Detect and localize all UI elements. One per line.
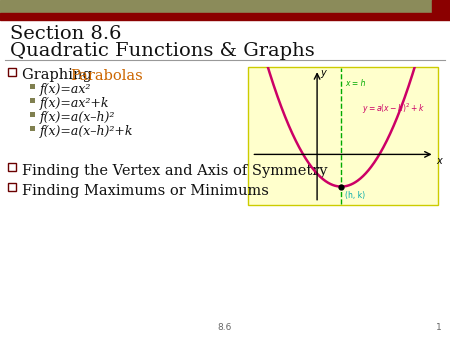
Bar bbox=[8, 163, 16, 171]
Bar bbox=[0, 13, 450, 20]
Text: Section 8.6: Section 8.6 bbox=[10, 25, 122, 43]
Text: 1: 1 bbox=[436, 323, 442, 332]
Bar bbox=[30, 112, 35, 117]
Text: Parabolas: Parabolas bbox=[70, 69, 143, 82]
Text: (h, k): (h, k) bbox=[345, 191, 365, 200]
Bar bbox=[0, 0, 450, 13]
Text: f(x)=ax²: f(x)=ax² bbox=[40, 83, 91, 96]
Bar bbox=[8, 68, 16, 76]
Text: 8.6: 8.6 bbox=[218, 323, 232, 332]
Bar bbox=[30, 125, 35, 130]
Text: y: y bbox=[320, 68, 326, 78]
Bar bbox=[8, 183, 16, 191]
Text: Quadratic Functions & Graphs: Quadratic Functions & Graphs bbox=[10, 42, 315, 60]
Text: x: x bbox=[436, 155, 442, 166]
Bar bbox=[248, 67, 438, 205]
Bar bbox=[30, 97, 35, 102]
Text: $y=a(x-h)^2+k$: $y=a(x-h)^2+k$ bbox=[362, 101, 425, 116]
Text: f(x)=ax²+k: f(x)=ax²+k bbox=[40, 97, 109, 110]
Text: f(x)=a(x–h)²+k: f(x)=a(x–h)²+k bbox=[40, 125, 134, 138]
Text: x = h: x = h bbox=[345, 78, 365, 88]
Text: Finding the Vertex and Axis of Symmetry: Finding the Vertex and Axis of Symmetry bbox=[22, 164, 328, 177]
Text: Finding Maximums or Minimums: Finding Maximums or Minimums bbox=[22, 184, 269, 197]
Bar bbox=[30, 83, 35, 89]
Bar bbox=[432, 0, 450, 13]
Text: Graphing: Graphing bbox=[22, 69, 96, 82]
Text: f(x)=a(x–h)²: f(x)=a(x–h)² bbox=[40, 111, 115, 124]
